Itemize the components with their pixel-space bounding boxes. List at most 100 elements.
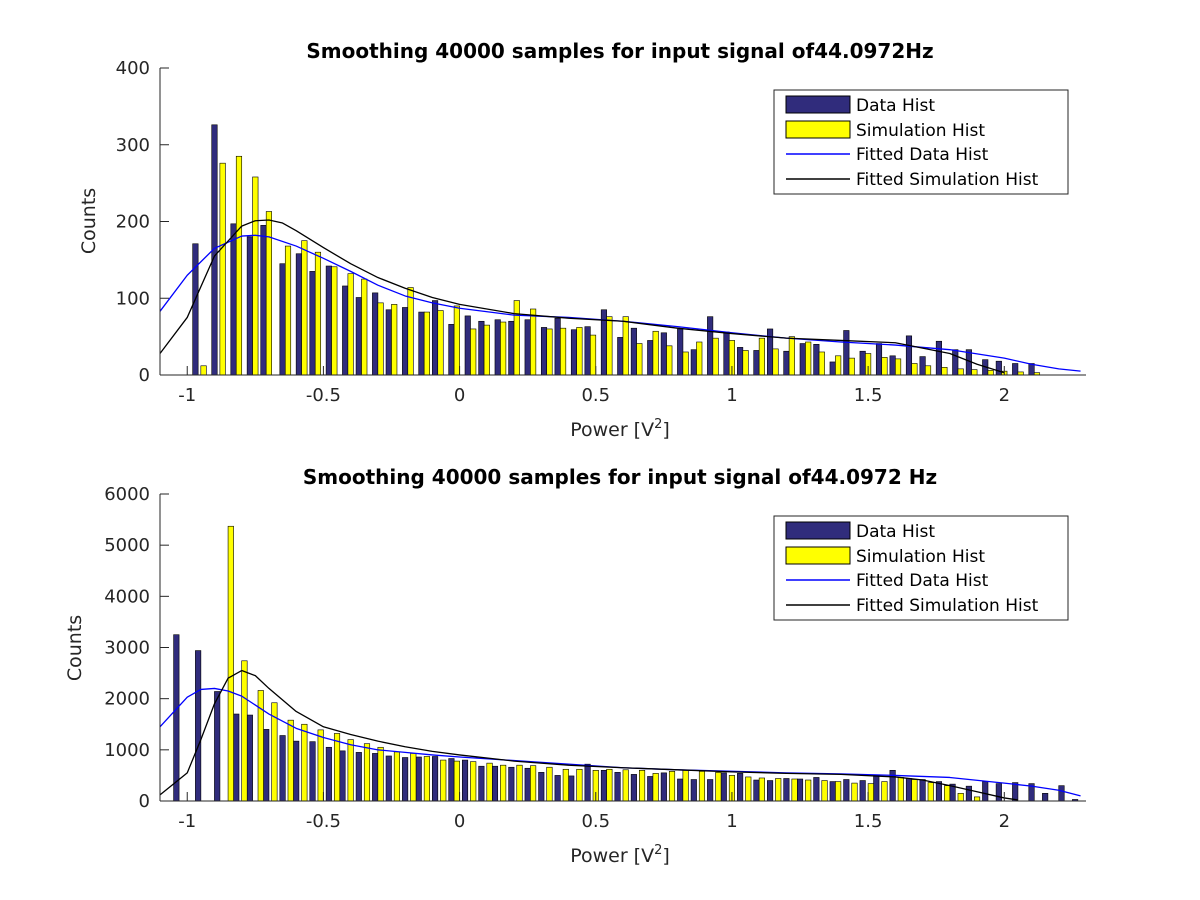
bar-simulation-hist <box>410 753 417 802</box>
y-axis: 0 1000 2000 3000 4000 5000 6000 <box>104 484 169 812</box>
x-axis-label: Power [V2] <box>570 843 670 867</box>
legend: Data Hist Simulation Hist Fitted Data Hi… <box>773 515 1069 621</box>
bar-simulation-hist <box>682 351 689 376</box>
bar-simulation-hist <box>821 780 828 802</box>
bar-data-hist <box>494 319 501 376</box>
bar-simulation-hist <box>957 368 964 376</box>
y-axis-label: Counts <box>78 188 100 254</box>
bar-data-hist <box>829 781 836 802</box>
x-axis: -1 -0.5 0 0.5 1 1.5 2 <box>160 366 1086 406</box>
bar-data-hist <box>617 337 624 376</box>
bar-simulation-hist <box>576 327 583 376</box>
line-fitted-data-hist <box>159 234 1081 372</box>
bar-data-hist <box>415 756 422 802</box>
line-fitted-simulation-hist <box>159 669 1019 801</box>
bar-data-hist <box>995 783 1002 802</box>
bar-data-hist <box>1058 785 1065 802</box>
bar-data-hist <box>372 753 379 802</box>
line-fitted-data-hist <box>159 687 1081 797</box>
series-fitted-data-hist <box>159 234 1081 372</box>
bar-data-hist <box>295 253 302 376</box>
bar-data-hist <box>690 779 697 802</box>
bar-simulation-hist <box>314 251 322 376</box>
x-tick-label: -1 <box>178 811 196 832</box>
bar-data-hist <box>905 778 913 802</box>
x-tick-label: 0 <box>454 385 465 406</box>
bar-data-hist <box>690 349 697 376</box>
plot-area <box>159 124 1081 376</box>
bar-data-hist <box>402 307 409 376</box>
bar-data-hist <box>843 779 850 802</box>
bar-simulation-hist <box>957 793 964 802</box>
legend-swatch-data-hist <box>785 521 851 540</box>
bar-simulation-hist <box>347 273 354 376</box>
bar-simulation-hist <box>636 343 643 376</box>
bar-simulation-hist <box>363 743 371 802</box>
bar-simulation-hist <box>483 324 490 376</box>
bar-simulation-hist <box>361 278 368 376</box>
bar-simulation-hist <box>453 305 460 376</box>
bar-simulation-hist <box>666 345 673 376</box>
bar-simulation-hist <box>835 781 842 802</box>
bar-data-hist <box>1012 782 1019 802</box>
x-axis: -1 -0.5 0 0.5 1 1.5 2 <box>160 792 1086 832</box>
bar-simulation-hist <box>712 337 719 376</box>
bar-data-hist <box>1012 363 1019 376</box>
bar-data-hist <box>309 741 316 802</box>
y-tick-label: 6000 <box>104 484 150 505</box>
series-simulation-hist <box>227 525 981 802</box>
bar-simulation-hist <box>924 365 932 376</box>
subplot-1: Smoothing 40000 samples for input signal… <box>78 39 1086 441</box>
bar-data-hist <box>647 776 654 802</box>
bar-data-hist <box>508 320 515 376</box>
bar-simulation-hist <box>560 327 567 376</box>
x-axis-label-main: Power [V <box>570 419 654 441</box>
bar-data-hist <box>982 781 989 802</box>
bar-data-hist <box>385 309 392 376</box>
legend-label-data-hist: Data Hist <box>856 96 935 116</box>
bar-data-hist <box>737 773 744 802</box>
bar-data-hist <box>843 330 850 376</box>
y-axis: 0 100 200 300 400 <box>116 58 169 386</box>
bar-simulation-hist <box>682 769 689 802</box>
x-tick-label: 0.5 <box>581 811 610 832</box>
bar-simulation-hist <box>393 751 401 802</box>
bar-simulation-hist <box>333 733 341 802</box>
bar-data-hist <box>813 343 820 376</box>
bar-simulation-hist <box>758 337 765 376</box>
bar-simulation-hist <box>848 357 855 376</box>
bar-data-hist <box>325 746 332 802</box>
bar-data-hist <box>538 772 545 802</box>
y-axis-label: Counts <box>64 615 86 681</box>
line-fitted-simulation-hist <box>159 219 1005 374</box>
bar-data-hist <box>753 779 760 802</box>
y-tick-label: 2000 <box>104 689 150 710</box>
bar-data-hist <box>1042 793 1049 802</box>
x-tick-label: 1 <box>726 385 737 406</box>
x-axis-label-tail: ] <box>662 845 669 867</box>
x-axis-label-main: Power [V <box>570 845 654 867</box>
bar-simulation-hist <box>301 240 308 376</box>
bar-data-hist <box>214 691 221 802</box>
bar-simulation-hist <box>219 162 226 376</box>
bar-simulation-hist <box>652 330 659 376</box>
bar-simulation-hist <box>867 783 874 802</box>
bar-data-hist <box>859 780 866 802</box>
bar-simulation-hist <box>652 773 659 802</box>
bar-simulation-hist <box>377 302 384 376</box>
bar-data-hist <box>402 757 409 802</box>
bar-data-hist <box>584 763 591 802</box>
bar-simulation-hist <box>881 357 888 376</box>
bar-data-hist <box>192 243 199 376</box>
bar-simulation-hist <box>941 367 948 376</box>
bar-data-hist <box>707 779 714 802</box>
bar-simulation-hist <box>742 350 749 376</box>
bar-data-hist <box>432 300 439 376</box>
bar-simulation-hist <box>775 778 782 802</box>
bar-data-hist <box>279 263 286 376</box>
y-tick-label: 5000 <box>104 535 150 556</box>
bar-simulation-hist <box>639 769 646 802</box>
y-tick-label: 0 <box>139 365 150 386</box>
bar-simulation-hist <box>301 723 308 802</box>
bar-simulation-hist <box>987 370 994 376</box>
